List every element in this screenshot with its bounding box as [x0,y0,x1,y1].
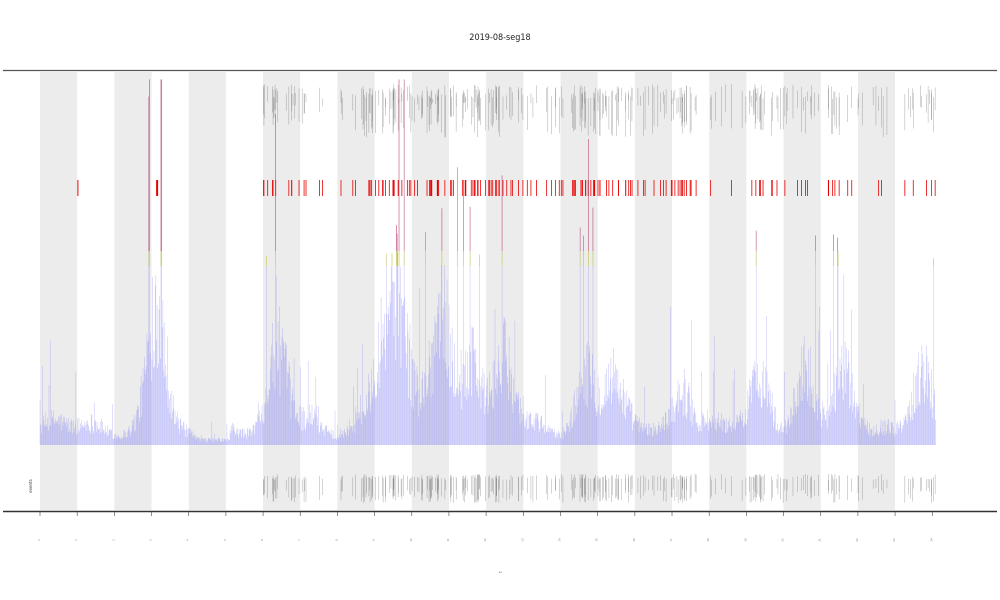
x-tick-label: 2 [111,539,115,541]
x-tick-label: 11 [446,538,450,542]
x-tick-label: 22 [855,538,859,542]
x-tick-label: 24 [929,538,933,542]
x-axis-ticks: 0 1 2 3 4 5 6 7 8 9 10 11 12 13 14 15 16 17 18 19 20 21 22 23 24 [37,512,933,542]
x-tick-label: 9 [372,539,376,541]
x-tick-label: 8 [334,539,338,541]
event-marks-bottom [263,474,936,503]
chart-title: 2019-08-seg18 [469,33,530,43]
x-tick-label: 15 [595,538,599,542]
event-marks-top [263,84,936,138]
x-axis-label: t [498,571,503,573]
x-tick-label: 14 [557,538,561,542]
x-tick-label: 5 [223,539,227,541]
x-tick-label: 18 [706,538,710,542]
x-tick-label: 21 [818,538,822,542]
x-tick-label: 16 [632,538,636,542]
signal-series [39,79,936,445]
x-tick-label: 6 [260,539,264,541]
x-tick-label: 4 [186,539,190,541]
x-tick-label: 7 [297,539,301,541]
side-label: events [28,479,33,492]
x-tick-label: 0 [37,539,41,541]
shaded-period [188,72,226,510]
x-tick-label: 1 [74,539,78,541]
x-tick-label: 17 [669,538,673,542]
x-tick-label: 19 [743,538,747,542]
x-tick-label: 23 [892,538,896,542]
x-tick-label: 3 [149,539,153,541]
x-tick-label: 10 [409,538,413,542]
x-tick-label: 20 [781,538,785,542]
x-tick-label: 13 [520,538,524,542]
x-tick-label: 12 [483,538,487,542]
